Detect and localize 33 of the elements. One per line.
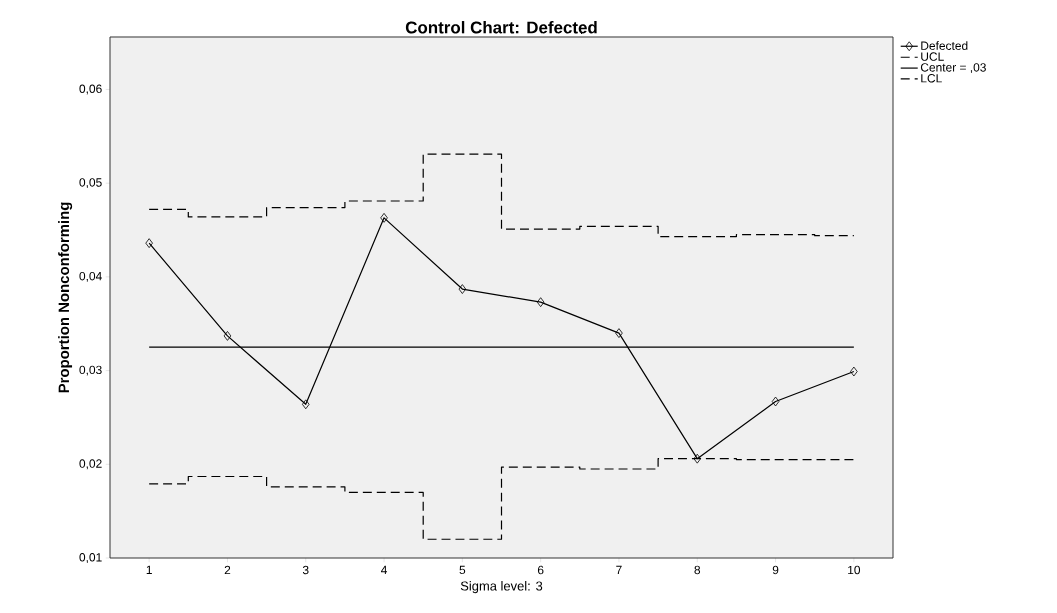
y-tick-label: 0,02 (79, 459, 102, 470)
x-tick-label: 9 (772, 565, 779, 575)
x-tick-label: 10 (848, 565, 861, 575)
y-tick-label: 0,03 (79, 365, 102, 376)
x-tick-label: 3 (302, 565, 309, 575)
legend-label: Center = ,03 (920, 63, 986, 74)
x-tick-label: 5 (459, 565, 466, 575)
point (301, 399, 310, 410)
y-tick-label: 0,05 (79, 178, 102, 189)
point (380, 212, 388, 223)
x-tick-label: 2 (224, 565, 231, 575)
y-tick-label: 0,01 (79, 553, 102, 563)
y-axis-title: Proportion Nonconforming (58, 202, 73, 393)
x-tick-label: 7 (616, 565, 622, 574)
chart-title: Control Chart: Defected (405, 21, 597, 34)
x-axis-title: Sigma level: 3 (460, 581, 543, 594)
x-tick-label: 6 (537, 565, 544, 575)
point (458, 284, 467, 294)
legend-label: Defected (921, 41, 968, 50)
point (615, 328, 623, 338)
x-tick-label: 1 (146, 565, 152, 574)
legend-label: LCL (921, 74, 942, 83)
y-tick-label: 0,04 (79, 271, 102, 282)
point (223, 331, 232, 341)
y-tick-label: 0,06 (79, 84, 102, 95)
point (850, 366, 858, 377)
x-tick-label: 4 (381, 565, 388, 574)
point (771, 396, 780, 407)
point (693, 453, 702, 464)
point (536, 297, 545, 308)
point (145, 238, 153, 249)
x-tick-label: 8 (694, 565, 701, 575)
legend-label: UCL (921, 52, 944, 61)
